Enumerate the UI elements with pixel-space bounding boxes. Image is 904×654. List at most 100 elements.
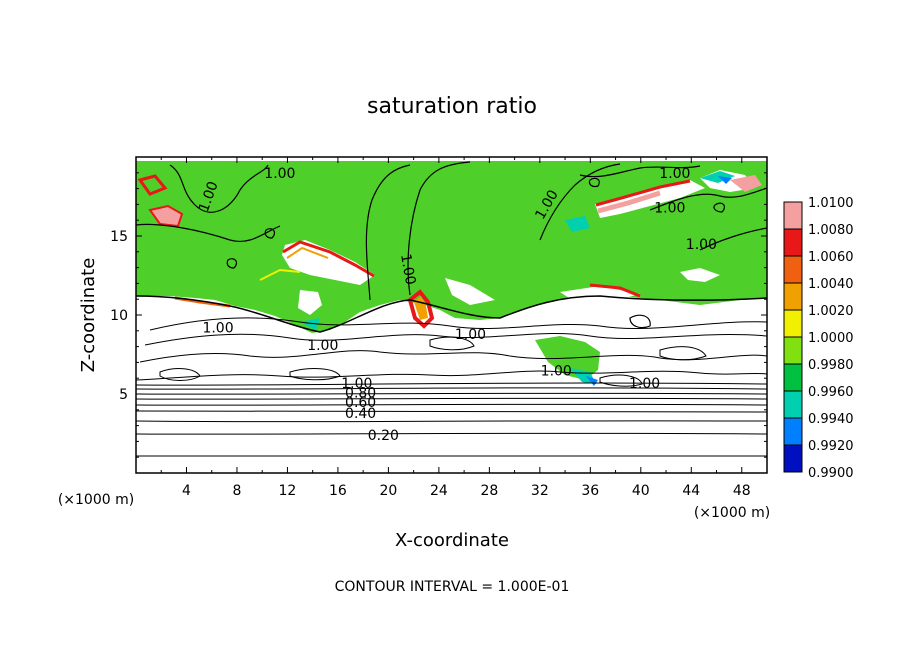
isoline-column-1 [365,164,411,301]
colorbar-label: 1.0000 [808,331,854,346]
isoline-cell-3 [429,336,475,351]
isoline-0.50 [136,403,767,406]
isoline-right-2 [699,227,767,251]
yellow-fringe [259,268,301,281]
x-axis-ticks: 4 8 12 16 20 24 28 32 36 40 44 48 [160,157,751,499]
contour-label: 1.00 [307,338,338,354]
y-tick-label: 15 [110,229,128,245]
isoline-0.70 [136,392,767,395]
contour-label: 1.00 [455,327,486,343]
isoline-cell-2 [289,368,341,381]
isoline-0.20 [136,432,767,435]
contour-label: 1.00 [659,166,690,182]
x-tick-label: 8 [232,483,241,499]
contour-label: 0.20 [368,428,399,444]
pink-fringe-2 [597,190,661,214]
colorbar-label: 1.0020 [808,304,854,319]
colorbar-label: 0.9920 [808,439,854,454]
isoline-small-1 [588,177,600,188]
contour-label: 1.00 [686,237,717,253]
colorbar-label: 1.0080 [808,223,854,238]
x-tick-label: 44 [682,483,700,499]
y-tick-label: 10 [110,308,128,324]
cyan-patch-1 [700,171,735,183]
colorbar-segment [784,310,802,337]
isoline-upper-1 [139,350,767,363]
red-fringe-1 [282,240,375,278]
red-fringe-4 [137,174,168,196]
isoline-1.00-base [136,370,767,381]
red-fringe-7 [589,283,641,298]
colorbar-segment [784,283,802,310]
x-tick-label: 12 [279,483,297,499]
colorbar-label: 0.9900 [808,466,854,481]
colorbar-segment [784,337,802,364]
chart-title: saturation ratio [367,94,537,119]
contour-interval-note: CONTOUR INTERVAL = 1.000E-01 [335,579,570,595]
pink-fringe-6 [730,175,762,192]
x-tick-label: 32 [531,483,549,499]
isoline-0.40 [136,410,767,413]
contour-label: 1.00 [264,166,295,182]
white-patch-1 [282,240,375,285]
isoline-0.90 [136,382,767,386]
contour-label: 1.00 [629,376,660,392]
colorbar-label: 0.9940 [808,412,854,427]
x-tick-label: 20 [379,483,397,499]
x-tick-label: 48 [733,483,751,499]
colorbar-label: 1.0100 [808,196,854,211]
isoline-cell-4 [599,374,643,387]
isoline-cell-1 [159,368,201,381]
isoline-cell-5 [659,346,707,361]
contour-label: 1.00 [202,321,233,337]
red-fringe-3 [407,289,435,329]
y-axis-ticks: 5 10 15 [110,172,767,458]
blue-patch-1 [718,176,732,184]
isoline-upper-left [169,164,269,213]
cyan-patch-4 [300,318,320,330]
contour-label: 0.80 [345,385,376,401]
colorbar-segment [784,229,802,256]
orange-fringe-1 [286,246,329,259]
colorbar: 1.0100 1.0080 1.0060 1.0040 1.0020 1.0000 0.99… [783,196,854,481]
red-fringe-2 [595,179,691,207]
isoline-right-3 [649,187,767,211]
contour-label: 1.00 [341,376,372,392]
isoline-column-2 [407,161,471,296]
x-axis-units: (×1000 m) [694,505,770,521]
colorbar-segment [784,445,802,472]
isoline-0.80 [136,387,767,390]
isolines-upper [136,161,767,329]
isoline-small-5 [629,314,651,329]
isoline-upper-3 [149,317,767,331]
isoline-small-2 [226,258,238,269]
cyan-patch-3 [565,216,590,232]
isoline-small-4 [713,202,726,213]
isoline-upper-2 [144,332,767,346]
colorbar-segment [784,391,802,418]
x-tick-label: 36 [581,483,599,499]
white-patch-2 [298,290,322,315]
contour-label: 1.00 [541,363,572,379]
contour-label-rotated: 1.00 [397,253,418,286]
colorbar-label: 1.0040 [808,277,854,292]
isoline-small-3 [264,228,276,239]
isoline-1.00-boundary [136,295,767,333]
isoline-0.30 [136,420,767,423]
x-axis-title: X-coordinate [395,530,509,551]
x-tick-label: 24 [430,483,448,499]
white-patch-7 [136,157,767,161]
x-tick-label: 40 [632,483,650,499]
contour-label: 0.40 [345,406,376,422]
x-tick-label: 28 [480,483,498,499]
white-patch-6 [445,278,495,305]
white-patch-3 [595,180,705,218]
red-fringe-5 [148,204,184,228]
contour-label: 1.00 [654,201,685,217]
colorbar-segment [784,418,802,445]
isoline-right-1 [539,163,621,241]
colorbar-segment [784,256,802,283]
y-tick-label: 5 [119,387,128,403]
y-axis-units: (×1000 m) [58,492,134,508]
plot-field [136,157,767,473]
